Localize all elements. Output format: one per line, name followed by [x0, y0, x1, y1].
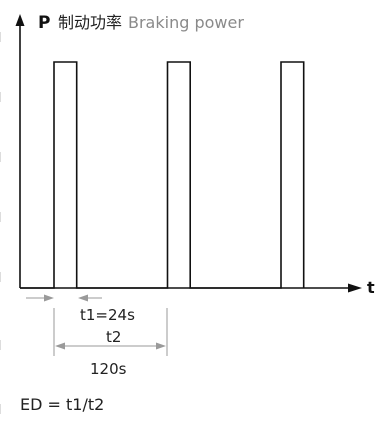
t2-label: t2 — [106, 328, 121, 346]
x-axis-symbol: t — [367, 278, 375, 297]
y-axis-symbol: P — [38, 13, 50, 33]
duty-cycle-formula: ED = t1/t2 — [20, 395, 104, 414]
t2-value: 120s — [90, 360, 127, 378]
t2-dimension — [53, 308, 168, 356]
t1-label: t1=24s — [80, 306, 135, 324]
y-axis-arrow-icon — [15, 14, 25, 26]
t2-dimension-arrowheads — [55, 342, 166, 350]
pulse-waveform — [20, 61, 305, 289]
pulse-train — [20, 61, 305, 289]
t1-dimension — [26, 294, 102, 302]
y-axis-label-cn: 制动功率 — [58, 13, 122, 32]
x-axis-arrow-icon — [348, 283, 362, 293]
y-axis-label-en: Braking power — [128, 13, 244, 32]
